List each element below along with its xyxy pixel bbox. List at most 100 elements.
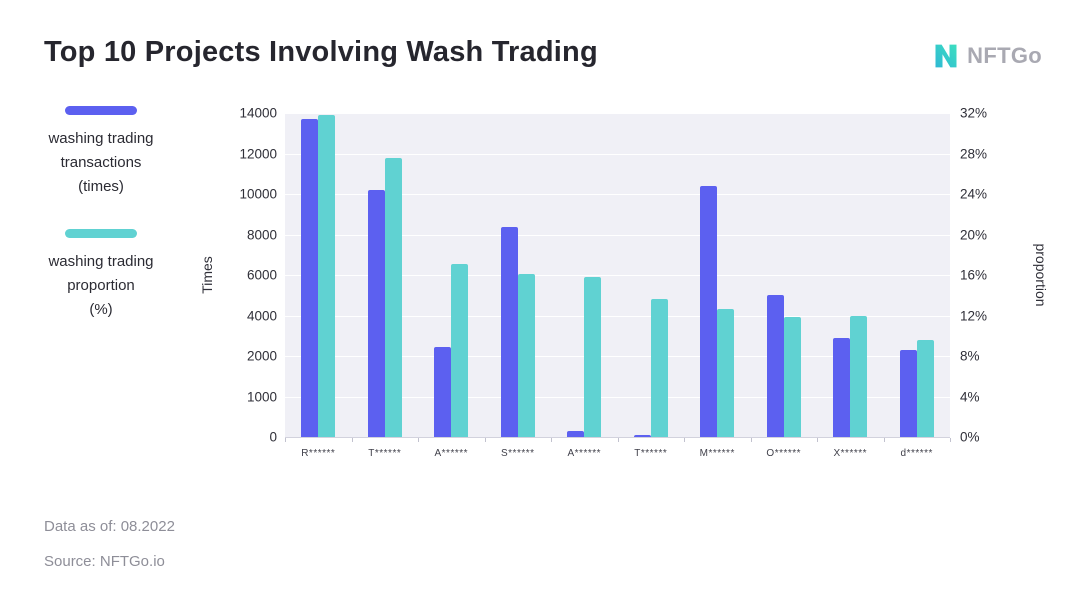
bar-proportion xyxy=(650,299,668,437)
right-tick-label: 12% xyxy=(960,308,988,323)
right-tick-label: 4% xyxy=(960,389,980,404)
bar-group xyxy=(418,113,485,437)
right-tick-label: 16% xyxy=(960,267,988,283)
bar-proportion xyxy=(717,309,735,437)
legend-swatch-teal xyxy=(65,229,137,238)
x-tick-label: A****** xyxy=(567,448,602,459)
right-tick-label: 8% xyxy=(960,348,980,364)
x-axis-tick-marks xyxy=(285,438,951,443)
bar-group xyxy=(618,113,685,437)
bar-proportion xyxy=(916,339,934,437)
nftgo-n-icon xyxy=(932,42,960,70)
x-tick-label: R****** xyxy=(301,448,336,459)
gridline xyxy=(285,275,950,276)
bar-transactions xyxy=(833,337,851,437)
gridline xyxy=(285,356,950,357)
bar-group xyxy=(817,113,884,437)
legend-label: washing trading xyxy=(48,130,154,147)
page-title: Top 10 Projects Involving Wash Trading xyxy=(44,36,598,68)
x-tick-label: O****** xyxy=(766,448,802,459)
bar-group xyxy=(884,113,951,437)
gridline xyxy=(285,234,950,236)
legend-label: washing trading xyxy=(48,253,154,270)
legend-label: transactions xyxy=(60,154,142,171)
logo-wordmark: NFTGo xyxy=(967,43,1042,68)
axis-tick-mark xyxy=(285,438,286,442)
chart-legend: washing trading transactions (times) was… xyxy=(18,106,184,322)
gridline xyxy=(285,315,950,317)
right-tick-label: 32% xyxy=(960,105,988,121)
x-axis-labels: R****** T****** A****** S****** A****** T****… xyxy=(285,448,950,459)
bar-transactions xyxy=(367,189,385,437)
bar-proportion xyxy=(517,274,535,437)
x-tick-label: T****** xyxy=(368,448,402,459)
bar-proportion xyxy=(584,277,602,437)
bar-group xyxy=(352,113,419,437)
axis-tick-mark xyxy=(351,438,353,442)
axis-tick-mark xyxy=(950,438,951,442)
axis-tick-mark xyxy=(750,438,752,442)
left-tick-label: 4000 xyxy=(246,308,277,323)
axis-tick-mark xyxy=(617,438,619,442)
legend-item-proportion: washing trading proportion (%) xyxy=(18,229,184,322)
right-tick-label: 20% xyxy=(960,227,988,242)
axis-tick-mark xyxy=(883,438,885,442)
bar-group xyxy=(684,113,751,437)
source-note: Source: NFTGo.io xyxy=(44,553,165,570)
bar-transactions xyxy=(700,185,718,437)
bar-proportion xyxy=(451,263,469,437)
bar-transactions xyxy=(301,119,319,437)
axis-tick-mark xyxy=(551,438,552,442)
left-tick-label: 10000 xyxy=(239,186,277,202)
bar-transactions xyxy=(567,430,585,437)
bar-transactions xyxy=(899,349,917,437)
bar-group xyxy=(551,113,618,437)
left-tick-label: 1000 xyxy=(246,389,277,404)
left-tick-label: 0 xyxy=(269,429,277,445)
legend-label: (times) xyxy=(78,178,124,195)
bar-proportion xyxy=(384,157,402,437)
x-tick-label: d****** xyxy=(900,448,933,459)
legend-item-transactions: washing trading transactions (times) xyxy=(18,106,184,199)
x-tick-label: S****** xyxy=(500,448,535,459)
bar-proportion xyxy=(783,316,801,437)
data-as-of-note: Data as of: 08.2022 xyxy=(44,518,175,535)
right-tick-label: 0% xyxy=(960,429,980,445)
x-tick-label: T****** xyxy=(634,448,668,459)
x-tick-label: X****** xyxy=(833,448,868,459)
bar-transactions xyxy=(500,227,518,437)
nftgo-logo: NFTGo xyxy=(932,42,1042,70)
bar-proportion xyxy=(850,315,868,437)
plot-area xyxy=(285,113,950,438)
bar-group xyxy=(285,113,352,437)
left-tick-label: 12000 xyxy=(239,146,277,161)
right-axis-ticks: 32% 28% 24% 20% 16% 12% 8% 4% 0% xyxy=(960,106,1020,445)
right-tick-label: 28% xyxy=(960,146,988,161)
right-tick-label: 24% xyxy=(960,186,988,202)
axis-tick-mark xyxy=(684,438,685,442)
bar-transactions xyxy=(434,346,452,437)
gridline xyxy=(285,194,950,195)
left-tick-label: 6000 xyxy=(246,267,277,283)
left-tick-label: 2000 xyxy=(246,348,277,364)
x-tick-label: A****** xyxy=(434,448,469,459)
gridline xyxy=(285,153,950,155)
bar-group xyxy=(751,113,818,437)
gridline xyxy=(285,113,950,114)
axis-tick-mark xyxy=(418,438,419,442)
legend-label: proportion xyxy=(67,277,135,294)
bar-transactions xyxy=(766,295,784,437)
legend-swatch-blue xyxy=(65,106,137,115)
gridline xyxy=(285,396,950,398)
x-tick-label: M****** xyxy=(699,448,735,459)
bar-proportion xyxy=(318,115,336,437)
bar-group xyxy=(485,113,552,437)
axis-tick-mark xyxy=(484,438,486,442)
left-tick-label: 8000 xyxy=(246,227,277,242)
left-axis-ticks: 14000 12000 10000 8000 6000 4000 2000 1000 0 xyxy=(205,106,277,445)
bar-transactions xyxy=(633,434,651,437)
axis-tick-mark xyxy=(817,438,818,442)
right-axis-title: proportion xyxy=(1033,243,1049,307)
left-tick-label: 14000 xyxy=(239,105,277,121)
